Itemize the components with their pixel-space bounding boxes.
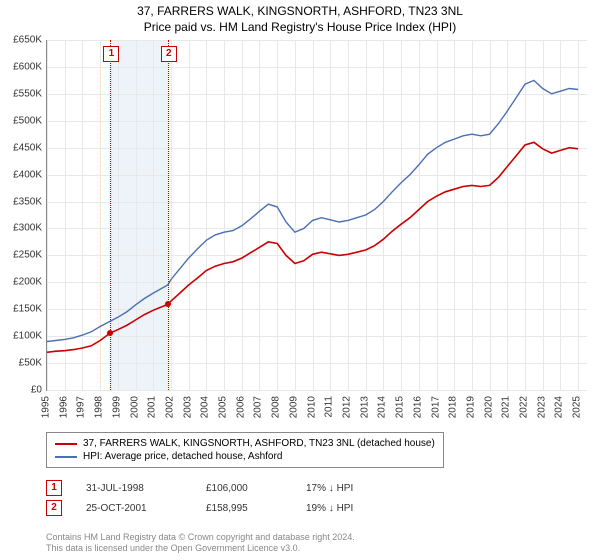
legend-item: 37, FARRERS WALK, KINGSNORTH, ASHFORD, T… [55, 437, 435, 450]
legend: 37, FARRERS WALK, KINGSNORTH, ASHFORD, T… [46, 432, 444, 468]
chart-lines [47, 40, 587, 390]
x-tick-label: 2008 [271, 396, 282, 418]
legend-item: HPI: Average price, detached house, Ashf… [55, 450, 435, 463]
chart-container: 37, FARRERS WALK, KINGSNORTH, ASHFORD, T… [0, 0, 600, 560]
x-tick-label: 2012 [341, 396, 352, 418]
sales-table: 1 31-JUL-1998 £106,000 17% ↓ HPI 2 25-OC… [46, 478, 416, 518]
x-tick-label: 2023 [536, 396, 547, 418]
y-tick-label: £200K [13, 277, 42, 288]
x-axis: 1995199619971998199920002001200220032004… [46, 392, 586, 432]
x-tick-label: 2009 [288, 396, 299, 418]
y-axis: £0£50K£100K£150K£200K£250K£300K£350K£400… [0, 40, 44, 390]
y-tick-label: £500K [13, 115, 42, 126]
x-tick-label: 2020 [483, 396, 494, 418]
sales-row: 1 31-JUL-1998 £106,000 17% ↓ HPI [46, 478, 416, 498]
y-tick-label: £50K [19, 358, 42, 369]
y-tick-label: £400K [13, 169, 42, 180]
x-tick-label: 2016 [412, 396, 423, 418]
attribution-line: Contains HM Land Registry data © Crown c… [46, 532, 355, 543]
y-tick-label: £450K [13, 142, 42, 153]
x-tick-label: 2018 [448, 396, 459, 418]
y-tick-label: £250K [13, 250, 42, 261]
sale-marker-icon: 1 [46, 480, 62, 496]
y-tick-label: £300K [13, 223, 42, 234]
x-tick-label: 2001 [147, 396, 158, 418]
x-tick-label: 2010 [306, 396, 317, 418]
chart-title-address: 37, FARRERS WALK, KINGSNORTH, ASHFORD, T… [0, 4, 600, 18]
y-tick-label: £600K [13, 61, 42, 72]
series-price_paid [47, 142, 578, 352]
y-tick-label: £0 [31, 385, 42, 396]
x-tick-label: 1999 [111, 396, 122, 418]
x-tick-label: 1996 [58, 396, 69, 418]
sale-marker-icon: 2 [161, 46, 177, 62]
sale-dot [165, 301, 171, 307]
sales-row: 2 25-OCT-2001 £158,995 19% ↓ HPI [46, 498, 416, 518]
y-tick-label: £550K [13, 88, 42, 99]
y-tick-label: £650K [13, 35, 42, 46]
x-tick-label: 2019 [465, 396, 476, 418]
sale-dot [107, 330, 113, 336]
y-tick-label: £350K [13, 196, 42, 207]
sale-marker-icon: 1 [103, 46, 119, 62]
y-tick-label: £150K [13, 304, 42, 315]
x-tick-label: 1998 [94, 396, 105, 418]
y-tick-label: £100K [13, 331, 42, 342]
x-tick-label: 2014 [377, 396, 388, 418]
x-tick-label: 2024 [554, 396, 565, 418]
x-tick-label: 2004 [200, 396, 211, 418]
series-hpi [47, 80, 578, 341]
legend-swatch [55, 443, 77, 445]
legend-label: 37, FARRERS WALK, KINGSNORTH, ASHFORD, T… [83, 438, 435, 449]
x-tick-label: 2005 [218, 396, 229, 418]
sale-price: £106,000 [206, 483, 306, 494]
sale-marker-icon: 2 [46, 500, 62, 516]
x-tick-label: 2022 [519, 396, 530, 418]
x-tick-label: 2017 [430, 396, 441, 418]
attribution: Contains HM Land Registry data © Crown c… [46, 532, 355, 555]
x-tick-label: 1997 [76, 396, 87, 418]
x-tick-label: 2025 [572, 396, 583, 418]
x-tick-label: 2002 [164, 396, 175, 418]
x-tick-label: 2006 [235, 396, 246, 418]
x-tick-label: 2021 [501, 396, 512, 418]
sale-date: 31-JUL-1998 [86, 483, 206, 494]
chart-title-subtitle: Price paid vs. HM Land Registry's House … [0, 20, 600, 34]
x-tick-label: 2007 [253, 396, 264, 418]
x-tick-label: 2000 [129, 396, 140, 418]
sale-date: 25-OCT-2001 [86, 503, 206, 514]
x-tick-label: 2013 [359, 396, 370, 418]
sale-diff: 19% ↓ HPI [306, 503, 416, 514]
chart-titles: 37, FARRERS WALK, KINGSNORTH, ASHFORD, T… [0, 0, 600, 34]
legend-swatch [55, 456, 77, 458]
sale-price: £158,995 [206, 503, 306, 514]
sale-diff: 17% ↓ HPI [306, 483, 416, 494]
x-tick-label: 1995 [41, 396, 52, 418]
plot-area: 12 [46, 40, 587, 391]
x-tick-label: 2011 [324, 396, 335, 418]
x-tick-label: 2015 [395, 396, 406, 418]
x-tick-label: 2003 [182, 396, 193, 418]
attribution-line: This data is licensed under the Open Gov… [46, 543, 355, 554]
legend-label: HPI: Average price, detached house, Ashf… [83, 451, 282, 462]
